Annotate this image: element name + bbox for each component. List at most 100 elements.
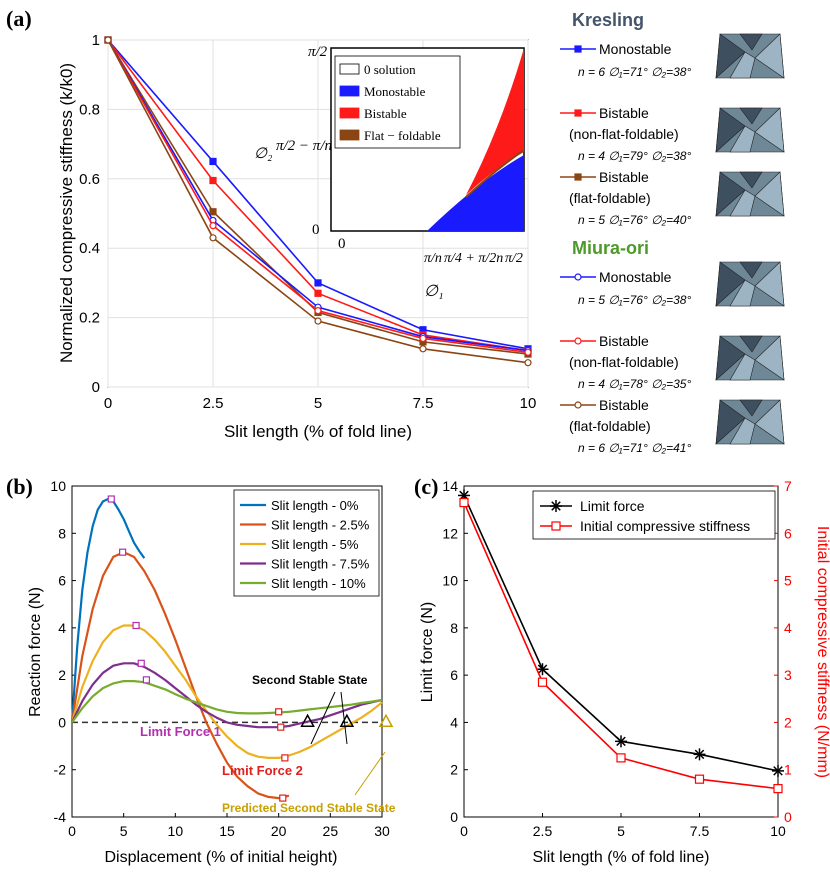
origami-facet xyxy=(739,171,763,189)
origami-facet xyxy=(739,33,763,51)
chart-a-ylabel: Normalized compressive stiffness (k/k0) xyxy=(57,63,76,363)
chart-c-point-stroke xyxy=(773,766,783,776)
chart-b-legend: Slit length - 0% Slit length - 2.5% Slit l… xyxy=(233,489,380,597)
inset-xtick-3: π/2 xyxy=(505,251,523,266)
chart-c-ytick-right-label: 4 xyxy=(784,620,792,636)
origami-facet xyxy=(715,107,746,153)
legend-a-name: Bistable xyxy=(599,333,649,349)
inset-ytick-top: π/2 xyxy=(308,44,328,60)
inset-xtick-1: π/n xyxy=(424,251,442,266)
chart-b-ytick-label: -4 xyxy=(54,809,67,825)
inset-region-bistable xyxy=(466,48,524,195)
legend-a-group-title: Miura-ori xyxy=(572,238,649,258)
legend-a-params: n = 6 ∅₁=71° ∅₂=41° xyxy=(578,441,691,455)
chart-a-point xyxy=(419,345,427,353)
chart-b-xtick-label: 25 xyxy=(323,823,339,839)
inset-legend-label: Bistable xyxy=(364,106,407,121)
chart-c-ytick-right-label: 7 xyxy=(784,478,792,494)
chart-b-series-line-1 xyxy=(70,551,290,800)
chart-c-legend-marker-stroke xyxy=(551,501,561,511)
chart-a-xtick-label: 2.5 xyxy=(203,395,224,412)
chart-c-ytick-right-label: 5 xyxy=(784,573,792,589)
chart-b-legend-label: Slit length - 10% xyxy=(271,576,366,591)
chart-b-ytick-label: -2 xyxy=(54,762,67,778)
inset-xtick-zero: 0 xyxy=(338,236,346,252)
chart-b-xtick-label: 30 xyxy=(374,823,390,839)
chart-c-legend-label: Initial compressive stiffness xyxy=(580,518,750,534)
chart-b-legend-label: Slit length - 7.5% xyxy=(271,557,370,572)
limit-force-2-marker xyxy=(279,794,287,802)
chart-c-legend: Limit force Initial compressive stiffness xyxy=(532,490,776,540)
limit-force-1-marker xyxy=(142,676,150,684)
limit-force-1-marker xyxy=(137,659,145,667)
annotation-limit-force-2: Limit Force 2 xyxy=(222,763,303,778)
chart-b-ytick-label: 10 xyxy=(50,478,66,494)
chart-c-ytick-right-label: 6 xyxy=(784,525,792,541)
limit-force-2-marker xyxy=(275,708,283,716)
limit-force-1-marker xyxy=(132,621,140,630)
inset-ylabel: ∅₂ xyxy=(254,146,272,162)
chart-b-legend-label: Slit length - 0% xyxy=(271,498,359,513)
chart-b-xtick-label: 5 xyxy=(120,823,128,839)
origami-facet xyxy=(729,189,756,217)
chart-a-ytick-label: 1 xyxy=(92,32,100,49)
origami-facet xyxy=(729,125,756,153)
origami-facet xyxy=(715,33,746,79)
inset-legend-label: Monostable xyxy=(364,84,426,99)
legend-a-params: n = 4 ∅₁=79° ∅₂=38° xyxy=(578,149,691,163)
origami-facet xyxy=(715,399,746,445)
origami-facet xyxy=(729,279,756,307)
chart-b-series-line-3 xyxy=(71,662,383,729)
inset-xlabel: ∅₁ xyxy=(424,283,444,300)
chart-c-ytick-left-label: 8 xyxy=(450,620,458,636)
annotation-second-stable: Second Stable State xyxy=(252,673,368,687)
chart-a-point xyxy=(314,307,322,315)
legend-a-params: n = 5 ∅₁=76° ∅₂=40° xyxy=(578,213,691,227)
inset-xtick-2: π/4 + π/2n xyxy=(444,251,503,266)
chart-a-point xyxy=(104,36,112,44)
legend-a-name2: (non-flat-foldable) xyxy=(569,354,679,370)
legend-a-name2: (flat-foldable) xyxy=(569,418,651,434)
legend-a-marker xyxy=(574,45,582,53)
chart-c-point-stroke xyxy=(616,736,626,747)
origami-facet xyxy=(715,171,746,217)
chart-c-xtick-label: 5 xyxy=(617,823,625,839)
origami-cell-icon xyxy=(715,335,785,381)
limit-force-2-marker xyxy=(281,754,289,762)
chart-b-xtick-label: 10 xyxy=(168,823,184,839)
chart-a-ytick-label: 0.4 xyxy=(79,240,100,257)
chart-c-ytick-left-label: 14 xyxy=(442,478,458,494)
chart-c-xtick-label: 10 xyxy=(770,823,786,839)
chart-c-ytick-left-label: 4 xyxy=(450,714,458,730)
chart-b-xtick-label: 0 xyxy=(68,823,76,839)
chart-a-point xyxy=(209,176,217,185)
chart-b-ytick-label: 6 xyxy=(58,573,66,589)
legend-a-name: Bistable xyxy=(599,397,649,413)
predicted-stable-marker xyxy=(378,713,394,727)
chart-a-xtick-label: 5 xyxy=(314,395,322,412)
chart-b-legend-label: Slit length - 2.5% xyxy=(271,518,370,533)
chart-c-point xyxy=(693,748,706,761)
origami-facet xyxy=(739,107,763,125)
chart-a-point xyxy=(419,334,427,343)
chart-a-point xyxy=(314,279,322,287)
chart-a: 0 2.5 5 7.5 10 0 0.2 0.4 0.6 0.8 1 Slit length (% … xyxy=(57,32,536,441)
origami-cell-icon xyxy=(715,171,785,217)
chart-b-legend-label: Slit length - 5% xyxy=(271,537,359,552)
chart-c-point-stroke xyxy=(694,749,705,760)
chart-c-ytick-right-label: 1 xyxy=(784,762,792,778)
panel-label-b: (b) xyxy=(6,474,33,499)
chart-a-ytick-label: 0.2 xyxy=(79,310,100,327)
chart-c-point xyxy=(773,784,783,794)
legend-a-marker xyxy=(574,109,582,117)
chart-a-xtick-label: 0 xyxy=(104,395,112,412)
origami-facet xyxy=(739,261,763,279)
chart-c-point xyxy=(615,735,627,748)
inset-legend-swatch xyxy=(339,107,360,119)
origami-facet xyxy=(729,353,756,381)
chart-b-series-line-2 xyxy=(70,624,383,759)
origami-facet xyxy=(754,261,785,307)
chart-b-ytick-label: 8 xyxy=(58,525,66,541)
chart-a-point xyxy=(209,222,217,230)
